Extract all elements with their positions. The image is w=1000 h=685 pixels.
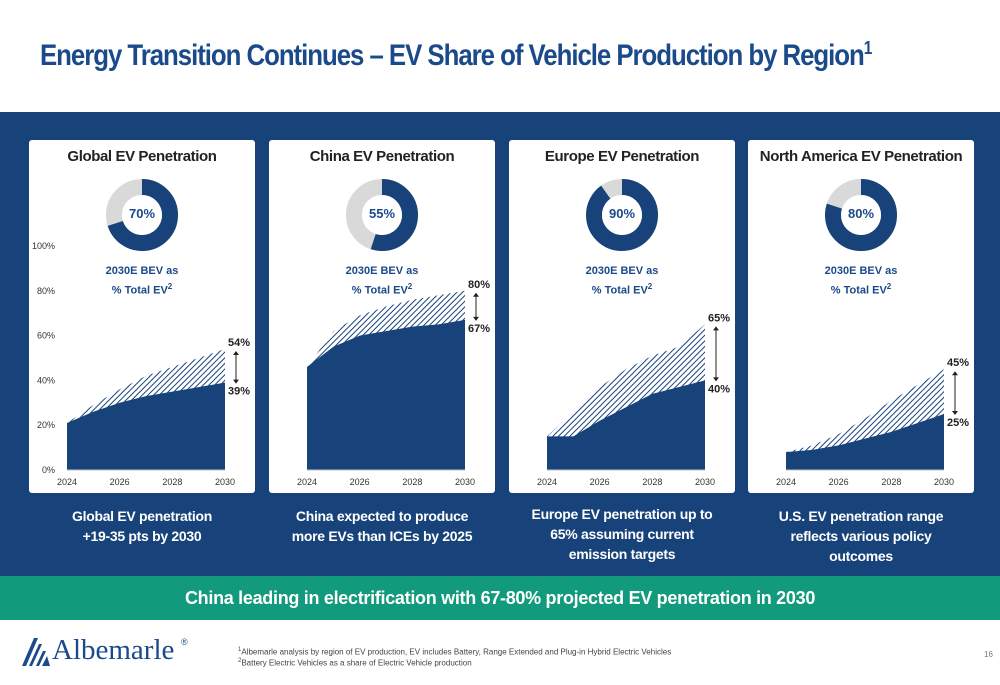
x-tick-label: 2030 — [455, 477, 475, 487]
page-title: Energy Transition Continues – EV Share o… — [40, 38, 872, 72]
footnote-1: 1Albemarle analysis by region of EV prod… — [238, 647, 672, 657]
summary-banner: China leading in electrification with 67… — [0, 576, 1000, 620]
x-tick-label: 2026 — [350, 477, 370, 487]
panel-title: Global EV Penetration — [67, 148, 217, 165]
range-arrow-head-down — [952, 411, 958, 415]
base-case-area — [547, 380, 705, 470]
x-tick-label: 2026 — [829, 477, 849, 487]
y-tick-label: 0% — [42, 465, 55, 475]
range-arrow-head-down — [713, 377, 719, 382]
range-arrow-head-up — [233, 351, 239, 356]
caption-global: Global EV penetration +19-35 pts by 2030 — [72, 508, 212, 544]
high-value-label: 45% — [947, 357, 969, 369]
x-tick-label: 2024 — [537, 477, 557, 487]
bev-label: 2030E BEV as% Total EV2 — [105, 265, 179, 297]
area-chart: 2024 2026 2028 2030 0% 20% 40% 60% 80% 100% 54% 39% — [32, 241, 250, 487]
donut-chart: 90% — [585, 178, 659, 252]
caption-china: China expected to produce more EVs than I… — [291, 508, 473, 544]
high-value-label: 54% — [228, 337, 250, 349]
y-tick-label: 100% — [32, 241, 55, 251]
albemarle-logo-icon — [22, 638, 50, 666]
panel-global: Global EV Penetration 70% 2030E BEV as% … — [29, 140, 255, 493]
area-chart: 2024 2026 2028 2030 65% 40% — [537, 312, 730, 487]
company-logo-text: Albemarle — [52, 634, 175, 666]
panel-china: China EV Penetration 55% 2030E BEV as% T… — [269, 140, 495, 493]
y-tick-label: 20% — [37, 420, 55, 430]
bev-label: 2030E BEV as% Total EV2 — [824, 265, 898, 297]
area-chart: 2024 2026 2028 2030 80% 67% — [297, 279, 490, 487]
donut-bev-slice — [586, 179, 658, 251]
y-tick-label: 60% — [37, 331, 55, 341]
x-tick-label: 2024 — [297, 477, 317, 487]
x-tick-label: 2028 — [881, 477, 901, 487]
donut-bev-slice — [825, 179, 897, 251]
x-tick-label: 2026 — [110, 477, 130, 487]
low-value-label: 39% — [228, 386, 250, 398]
y-tick-label: 40% — [37, 375, 55, 385]
donut-chart: 80% — [824, 178, 898, 252]
y-tick-label: 80% — [37, 286, 55, 296]
x-tick-label: 2030 — [215, 477, 235, 487]
low-value-label: 67% — [468, 323, 490, 335]
panel-title: Europe EV Penetration — [544, 148, 700, 165]
donut-bev-slice — [346, 179, 418, 251]
donut-ring — [346, 179, 418, 251]
bev-label: 2030E BEV as% Total EV2 — [585, 265, 659, 297]
base-case-area — [786, 414, 944, 470]
donut-hole — [122, 195, 162, 235]
caption-europe: Europe EV penetration up to 65% assuming … — [531, 506, 713, 562]
range-arrow-head-up — [952, 371, 958, 376]
donut-chart: 70% — [105, 178, 179, 252]
panel-title: North America EV Penetration — [759, 148, 963, 165]
footnote-2: 2Battery Electric Vehicles as a share of… — [238, 658, 472, 668]
x-tick-label: 2030 — [934, 477, 954, 487]
high-value-label: 80% — [468, 279, 490, 291]
donut-ring — [825, 179, 897, 251]
donut-ring — [586, 179, 658, 251]
donut-chart: 55% — [345, 178, 419, 252]
x-tick-label: 2028 — [162, 477, 182, 487]
donut-hole — [841, 195, 881, 235]
x-tick-label: 2026 — [590, 477, 610, 487]
range-arrow-head-down — [233, 379, 239, 384]
base-case-area — [67, 382, 225, 470]
low-value-label: 25% — [947, 417, 969, 429]
donut-ring — [106, 179, 178, 251]
donut-hole — [362, 195, 402, 235]
high-value-label: 65% — [708, 312, 730, 324]
x-tick-label: 2028 — [642, 477, 662, 487]
range-arrow-head-up — [473, 292, 479, 297]
x-tick-label: 2024 — [776, 477, 796, 487]
range-arrow-head-up — [713, 326, 719, 331]
range-arrow-head-down — [473, 316, 479, 321]
donut-hole — [602, 195, 642, 235]
donut-bev-slice — [106, 179, 178, 251]
panel-title: China EV Penetration — [309, 148, 455, 165]
x-tick-label: 2030 — [695, 477, 715, 487]
x-tick-label: 2028 — [402, 477, 422, 487]
registered-mark: ® — [181, 637, 188, 647]
x-tick-label: 2024 — [57, 477, 77, 487]
caption-north-america: U.S. EV penetration range reflects variou… — [778, 508, 944, 564]
low-value-label: 40% — [708, 383, 730, 395]
bev-label: 2030E BEV as% Total EV2 — [345, 265, 419, 297]
panel-north-america: North America EV Penetration 80% 2030E B… — [748, 140, 974, 493]
panel-europe: Europe EV Penetration 90% 2030E BEV as% … — [509, 140, 735, 493]
page-number: 16 — [984, 650, 993, 659]
summary-banner-text: China leading in electrification with 67… — [184, 588, 816, 608]
base-case-area — [307, 319, 465, 470]
area-chart: 2024 2026 2028 2030 45% 25% — [776, 357, 969, 487]
